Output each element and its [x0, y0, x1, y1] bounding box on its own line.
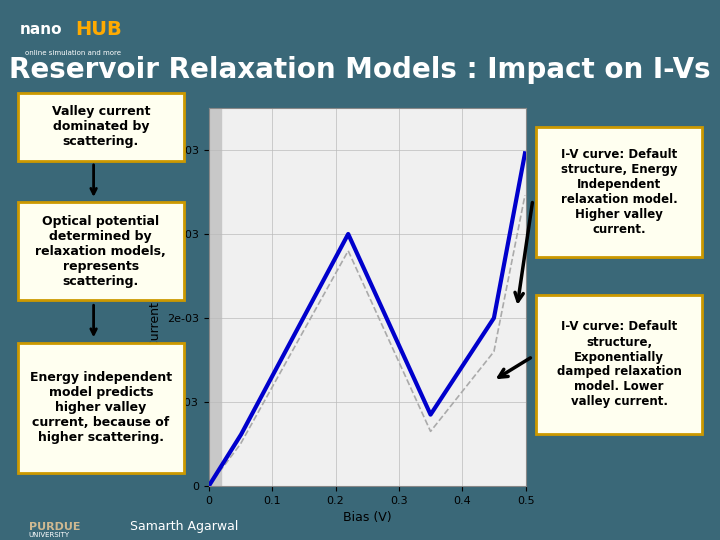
- X-axis label: Bias (V): Bias (V): [343, 511, 392, 524]
- Text: Energy independent
model predicts
higher valley
current, because of
higher scatt: Energy independent model predicts higher…: [30, 371, 172, 444]
- FancyBboxPatch shape: [18, 93, 184, 160]
- Text: Reservoir Relaxation Models : Impact on I-Vs: Reservoir Relaxation Models : Impact on …: [9, 56, 711, 84]
- FancyBboxPatch shape: [18, 202, 184, 300]
- Text: Samarth Agarwal: Samarth Agarwal: [130, 520, 238, 533]
- Text: I-V curve: Default
structure,
Exponentially
damped relaxation
model. Lower
valle: I-V curve: Default structure, Exponentia…: [557, 321, 682, 408]
- Text: online simulation and more: online simulation and more: [25, 50, 121, 56]
- Text: nano: nano: [20, 22, 63, 37]
- FancyBboxPatch shape: [536, 127, 702, 256]
- Text: PURDUE: PURDUE: [29, 522, 81, 531]
- Text: Optical potential
determined by
relaxation models,
represents
scattering.: Optical potential determined by relaxati…: [35, 214, 166, 288]
- FancyBboxPatch shape: [18, 343, 184, 472]
- Text: HUB: HUB: [76, 19, 122, 39]
- Text: I-V curve: Default
structure, Energy
Independent
relaxation model.
Higher valley: I-V curve: Default structure, Energy Ind…: [561, 148, 678, 235]
- Bar: [209, 108, 222, 486]
- Y-axis label: Current: (A/cm2): Current: (A/cm2): [148, 245, 161, 349]
- FancyBboxPatch shape: [536, 294, 702, 435]
- Text: Valley current
dominated by
scattering.: Valley current dominated by scattering.: [52, 105, 150, 148]
- Text: UNIVERSITY: UNIVERSITY: [29, 531, 70, 538]
